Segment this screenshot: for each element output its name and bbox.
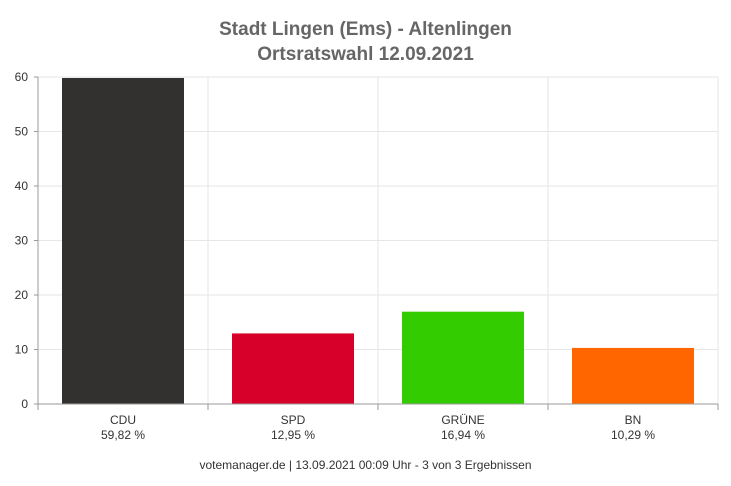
y-tick-label: 60 — [15, 70, 29, 84]
bar-bn — [572, 347, 694, 404]
y-tick-label: 0 — [21, 397, 28, 411]
bar-gr-ne — [402, 311, 524, 404]
x-tick-label: GRÜNE — [441, 413, 484, 427]
chart-subtitle: Ortsratswahl 12.09.2021 — [257, 44, 474, 65]
y-tick-label: 10 — [15, 343, 29, 357]
chart-title: Stadt Lingen (Ems) - Altenlingen — [219, 19, 512, 40]
bar-spd — [232, 333, 354, 404]
x-tick-label: CDU — [110, 413, 136, 427]
y-tick-label: 40 — [15, 179, 29, 193]
data-label: 10,29 % — [611, 428, 655, 442]
y-tick-label: 20 — [15, 288, 29, 302]
x-tick-label: BN — [625, 413, 642, 427]
bar-cdu — [62, 77, 184, 404]
data-label: 16,94 % — [441, 428, 485, 442]
x-tick-label: SPD — [281, 413, 306, 427]
y-tick-label: 50 — [15, 125, 29, 139]
chart-footer: votemanager.de | 13.09.2021 00:09 Uhr - … — [199, 458, 532, 472]
y-tick-label: 30 — [15, 234, 29, 248]
data-label: 12,95 % — [271, 428, 315, 442]
data-label: 59,82 % — [101, 428, 145, 442]
